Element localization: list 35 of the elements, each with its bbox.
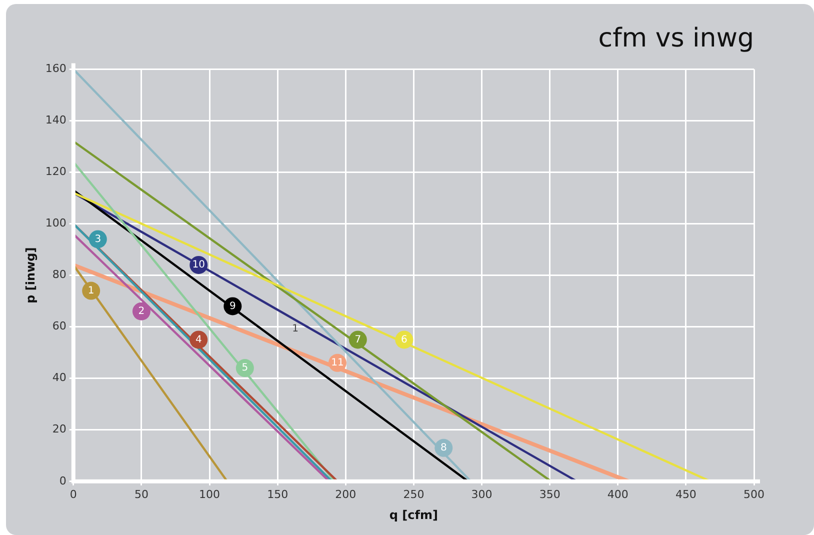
x-tick-label: 250 [403,488,424,501]
x-tick-label: 50 [134,488,148,501]
x-tick-label: 400 [607,488,628,501]
x-tick-label: 200 [335,488,356,501]
annotation: 9 [229,300,236,312]
y-tick-label: 100 [45,216,66,230]
y-tick-label: 80 [52,268,66,282]
y-tick-label: 140 [45,114,66,127]
x-tick-label: 300 [471,488,492,501]
annotation: 6 [400,334,408,346]
x-tick-label: 500 [744,488,764,501]
x-tick-label: 350 [539,488,560,501]
x-tick-label: 100 [199,488,220,501]
annotation: 7 [354,334,362,346]
annotation: 10 [192,260,205,271]
y-tick-label: 120 [45,165,66,178]
y-axis-title: p [inwg] [23,247,38,304]
x-axis-title: q [cfm] [389,508,438,522]
x-tick-label: 450 [675,488,696,501]
y-tick-label: 40 [52,371,66,384]
y-tick-label: 60 [52,320,66,333]
annotation: 4 [195,334,202,346]
y-tick-label: 20 [52,422,66,436]
annotation: 2 [138,306,145,317]
annotation: 8 [440,442,447,454]
chart-title: cfm vs inwg [598,23,754,54]
annotation: 3 [94,234,102,245]
y-tick-label: 0 [59,474,66,488]
annotation: 11 [331,357,344,368]
annotation: 1 [292,323,298,334]
x-tick-label: 0 [70,488,77,501]
annotation: 5 [242,362,248,374]
y-tick-label: 160 [45,62,66,76]
x-tick-label: 150 [267,488,288,501]
annotation: 1 [88,285,94,296]
